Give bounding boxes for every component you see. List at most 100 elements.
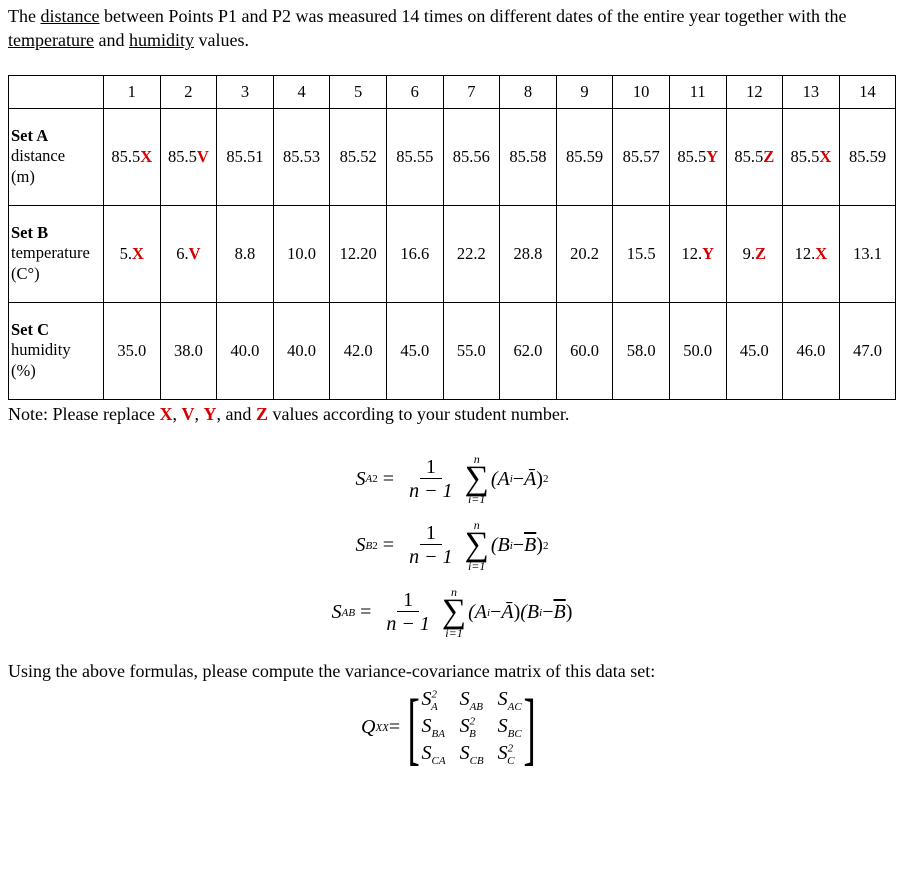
bracket-right-icon: ] xyxy=(523,696,535,760)
col-header: 8 xyxy=(500,75,557,108)
sigma-icon-2: ∑ xyxy=(465,531,489,560)
sb3: i=1 xyxy=(445,627,462,639)
sa2-s: S xyxy=(356,468,366,491)
data-cell: 60.0 xyxy=(556,302,613,399)
data-cell: 62.0 xyxy=(500,302,557,399)
row-label: Set Adistance(m) xyxy=(9,108,104,205)
col-header: 10 xyxy=(613,75,670,108)
data-cell: 12.20 xyxy=(330,205,387,302)
col-header: 5 xyxy=(330,75,387,108)
data-cell: 8.8 xyxy=(217,205,274,302)
formula-sb2: SB2 = 1n − 1 n∑i=1 (Bi − B)2 xyxy=(8,519,896,572)
table-row: Set Btemperature(C°)5.X6.V8.810.012.2016… xyxy=(9,205,896,302)
sa2-sub: A xyxy=(366,473,373,485)
matrix-cell: SAB xyxy=(460,688,484,713)
sa2-frac: 1n − 1 xyxy=(403,456,459,503)
col-header: 14 xyxy=(839,75,896,108)
data-cell: 85.51 xyxy=(217,108,274,205)
data-cell: 85.59 xyxy=(839,108,896,205)
note-var: X xyxy=(159,404,172,424)
data-cell: 55.0 xyxy=(443,302,500,399)
t1sq: 2 xyxy=(543,473,549,485)
note-var: V xyxy=(181,404,194,424)
note-var: Y xyxy=(203,404,216,424)
sigma-icon: ∑ xyxy=(465,465,489,494)
col-header: 2 xyxy=(160,75,217,108)
fn3: 1 xyxy=(397,589,419,612)
intro-paragraph: The distance between Points P1 and P2 wa… xyxy=(8,4,896,53)
table-body: Set Adistance(m)85.5X85.5V85.5185.5385.5… xyxy=(9,108,896,399)
data-cell: 85.57 xyxy=(613,108,670,205)
fd3: n − 1 xyxy=(380,612,436,636)
frac-den: n − 1 xyxy=(403,479,459,503)
t1c: Ā xyxy=(524,468,536,491)
matrix-cell: SBC xyxy=(498,715,522,740)
matrix-equation: QXX = [ S2ASABSACSBAS2BSBCSCASCBS2C ] xyxy=(8,688,896,767)
data-cell: 42.0 xyxy=(330,302,387,399)
col-header: 13 xyxy=(783,75,840,108)
data-cell: 58.0 xyxy=(613,302,670,399)
matrix-grid: S2ASABSACSBAS2BSBCSCASCBS2C xyxy=(422,688,522,767)
data-cell: 85.5X xyxy=(104,108,161,205)
frac-num: 1 xyxy=(420,456,442,479)
col-header: 3 xyxy=(217,75,274,108)
t1a: (A xyxy=(491,468,510,491)
data-cell: 13.1 xyxy=(839,205,896,302)
col-header: 6 xyxy=(386,75,443,108)
matrix-cell: S2A xyxy=(422,688,446,713)
intro-u2: temperature xyxy=(8,30,94,50)
row-label: Set Chumidity(%) xyxy=(9,302,104,399)
t1d: ) xyxy=(536,468,543,491)
data-cell: 5.X xyxy=(104,205,161,302)
fn2: 1 xyxy=(420,522,442,545)
sab-eq: = xyxy=(355,601,376,624)
data-cell: 40.0 xyxy=(217,302,274,399)
fd2: n − 1 xyxy=(403,545,459,569)
data-cell: 12.Y xyxy=(669,205,726,302)
sab-sigma: n∑i=1 xyxy=(442,586,466,639)
t3d: ) xyxy=(514,601,521,624)
data-cell: 35.0 xyxy=(104,302,161,399)
note-line: Note: Please replace X, V, Y, and Z valu… xyxy=(8,404,896,425)
data-cell: 85.58 xyxy=(500,108,557,205)
matrix-cell: SBA xyxy=(422,715,446,740)
data-cell: 16.6 xyxy=(386,205,443,302)
t3f: − xyxy=(542,601,553,624)
sb2-sigma: n∑i=1 xyxy=(465,519,489,572)
note-var: Z xyxy=(256,404,268,424)
data-cell: 85.5V xyxy=(160,108,217,205)
t3e: (B xyxy=(520,601,539,624)
matrix-cell: S2B xyxy=(460,715,484,740)
qxx-sub: XX xyxy=(375,722,388,734)
bracket-left-icon: [ xyxy=(408,696,420,760)
note-post: values according to your student number. xyxy=(268,404,569,424)
qxx-q: Q xyxy=(361,716,375,739)
data-cell: 85.5Y xyxy=(669,108,726,205)
data-cell: 38.0 xyxy=(160,302,217,399)
data-cell: 22.2 xyxy=(443,205,500,302)
table-row: Set Chumidity(%)35.038.040.040.042.045.0… xyxy=(9,302,896,399)
t2a: (B xyxy=(491,534,510,557)
t3c: Ā xyxy=(501,601,513,624)
data-cell: 40.0 xyxy=(273,302,330,399)
data-cell: 10.0 xyxy=(273,205,330,302)
data-cell: 28.8 xyxy=(500,205,557,302)
t2d: ) xyxy=(536,534,543,557)
data-cell: 45.0 xyxy=(726,302,783,399)
intro-mid2: and xyxy=(94,30,129,50)
sb2-frac: 1n − 1 xyxy=(403,522,459,569)
data-cell: 85.56 xyxy=(443,108,500,205)
t3g: B xyxy=(553,601,565,624)
data-cell: 12.X xyxy=(783,205,840,302)
data-cell: 9.Z xyxy=(726,205,783,302)
note-pre: Note: Please replace xyxy=(8,404,159,424)
table-corner-cell xyxy=(9,75,104,108)
col-header: 1 xyxy=(104,75,161,108)
data-cell: 46.0 xyxy=(783,302,840,399)
formula-sa2: SA2 = 1n − 1 n∑i=1 (Ai − Ā)2 xyxy=(8,453,896,506)
intro-u1: distance xyxy=(40,6,99,26)
matrix-cell: SCA xyxy=(422,742,446,767)
data-cell: 85.59 xyxy=(556,108,613,205)
col-header: 7 xyxy=(443,75,500,108)
sb2-sub: B xyxy=(366,540,373,552)
